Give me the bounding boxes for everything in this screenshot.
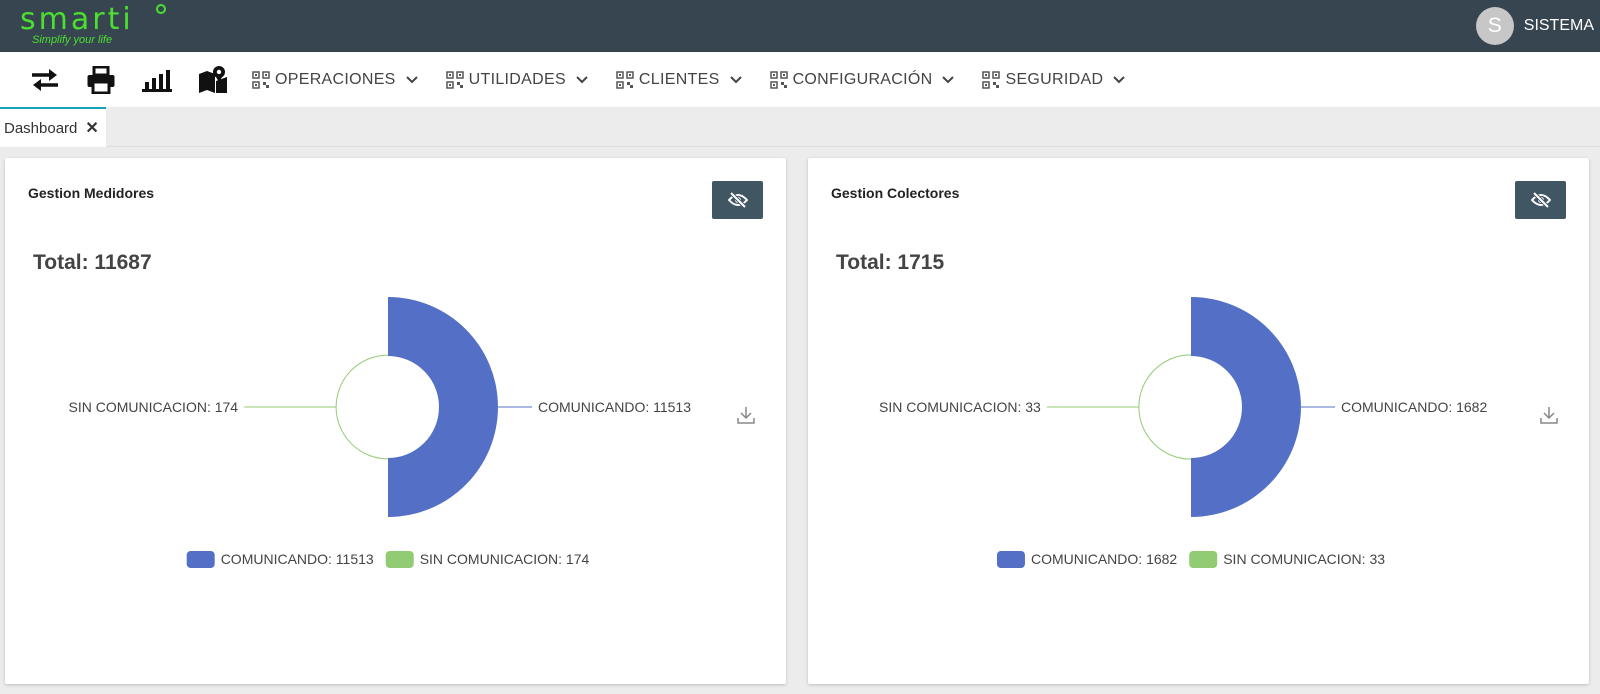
download-icon[interactable]	[737, 406, 755, 424]
main-toolbar: OPERACIONES UTILIDADES CLIENTES CONFIGUR…	[0, 52, 1600, 107]
menu-label: CONFIGURACIÓN	[792, 70, 933, 88]
chevron-down-icon	[942, 75, 955, 83]
download-icon[interactable]	[1540, 406, 1558, 424]
menu-label: UTILIDADES	[468, 70, 566, 88]
tab-label: Dashboard	[4, 119, 78, 137]
legend-swatch-comunicando[interactable]	[186, 551, 215, 568]
signal-icon[interactable]	[140, 64, 174, 96]
menu-clientes[interactable]: CLIENTES	[616, 71, 742, 89]
data-label-sin-comunicacion: SIN COMUNICACION: 33	[879, 399, 1041, 415]
legend-label-sin-comunicacion[interactable]: SIN COMUNICACION: 174	[420, 551, 590, 567]
card-title: Gestion Colectores	[831, 185, 960, 201]
rose-chart: COMUNICANDO: 1682 SIN COMUNICACION: 33 C…	[879, 297, 1487, 568]
rose-chart: COMUNICANDO: 11513 SIN COMUNICACION: 174…	[69, 297, 691, 568]
eye-slash-icon	[727, 192, 748, 208]
logo-text: smarti	[20, 2, 134, 37]
avatar[interactable]: S	[1475, 7, 1514, 45]
slice-comunicando[interactable]	[1191, 297, 1301, 517]
tab-bar: Dashboard ✕	[0, 107, 1600, 147]
card-gestion-medidores: Gestion Medidores Total: 11687 COMUNICAN…	[5, 158, 786, 684]
slice-sin-comunicacion[interactable]	[335, 354, 389, 460]
chevron-down-icon	[1113, 75, 1126, 83]
hide-button[interactable]	[1515, 181, 1566, 219]
data-label-comunicando: COMUNICANDO: 11513	[538, 399, 691, 415]
total-count: Total: 1715	[836, 251, 945, 274]
module-icon	[445, 70, 464, 89]
chevron-down-icon	[729, 75, 742, 83]
menu-label: CLIENTES	[638, 70, 720, 88]
hide-button[interactable]	[712, 181, 763, 219]
slice-sin-comunicacion[interactable]	[1138, 354, 1192, 460]
data-label-comunicando: COMUNICANDO: 1682	[1341, 399, 1487, 415]
eye-slash-icon	[1530, 192, 1551, 208]
tab-dashboard[interactable]: Dashboard ✕	[0, 107, 106, 147]
slice-comunicando[interactable]	[388, 297, 498, 517]
card-title: Gestion Medidores	[28, 185, 155, 201]
legend-swatch-comunicando[interactable]	[996, 551, 1025, 568]
user-menu[interactable]: S SISTEMA	[1475, 6, 1594, 46]
print-icon[interactable]	[84, 64, 118, 96]
close-icon[interactable]: ✕	[85, 120, 99, 137]
logo-ring-icon	[156, 4, 166, 14]
top-bar: smarti Simplify your life S SISTEMA	[0, 0, 1600, 52]
legend-swatch-sin-comunicacion[interactable]	[385, 551, 414, 568]
legend-swatch-sin-comunicacion[interactable]	[1189, 551, 1218, 568]
card-gestion-colectores: Gestion Colectores Total: 1715 COMUNICAN…	[808, 158, 1589, 684]
menu-operaciones[interactable]: OPERACIONES	[252, 71, 418, 89]
total-count: Total: 11687	[33, 251, 152, 274]
transfer-icon[interactable]	[28, 64, 62, 96]
logo[interactable]: smarti Simplify your life	[20, 2, 166, 46]
module-icon	[769, 70, 788, 89]
module-icon	[616, 70, 634, 89]
menu-seguridad[interactable]: SEGURIDAD	[982, 70, 1126, 89]
legend-label-comunicando[interactable]: COMUNICANDO: 1682	[1031, 551, 1177, 567]
legend-label-comunicando[interactable]: COMUNICANDO: 11513	[221, 551, 374, 567]
legend-label-sin-comunicacion[interactable]: SIN COMUNICACION: 33	[1223, 551, 1385, 567]
map-icon[interactable]	[196, 64, 230, 96]
module-icon	[252, 70, 270, 89]
logo-tagline: Simplify your life	[32, 34, 113, 46]
user-name[interactable]: SISTEMA	[1523, 17, 1594, 34]
module-icon	[982, 70, 1001, 89]
menu-label: OPERACIONES	[275, 70, 396, 88]
chevron-down-icon	[405, 75, 418, 83]
menu-utilidades[interactable]: UTILIDADES	[445, 70, 588, 89]
chevron-down-icon	[576, 75, 588, 83]
menu-configuracion[interactable]: CONFIGURACIÓN	[769, 70, 955, 89]
menu-label: SEGURIDAD	[1005, 70, 1104, 88]
data-label-sin-comunicacion: SIN COMUNICACION: 174	[69, 399, 239, 415]
